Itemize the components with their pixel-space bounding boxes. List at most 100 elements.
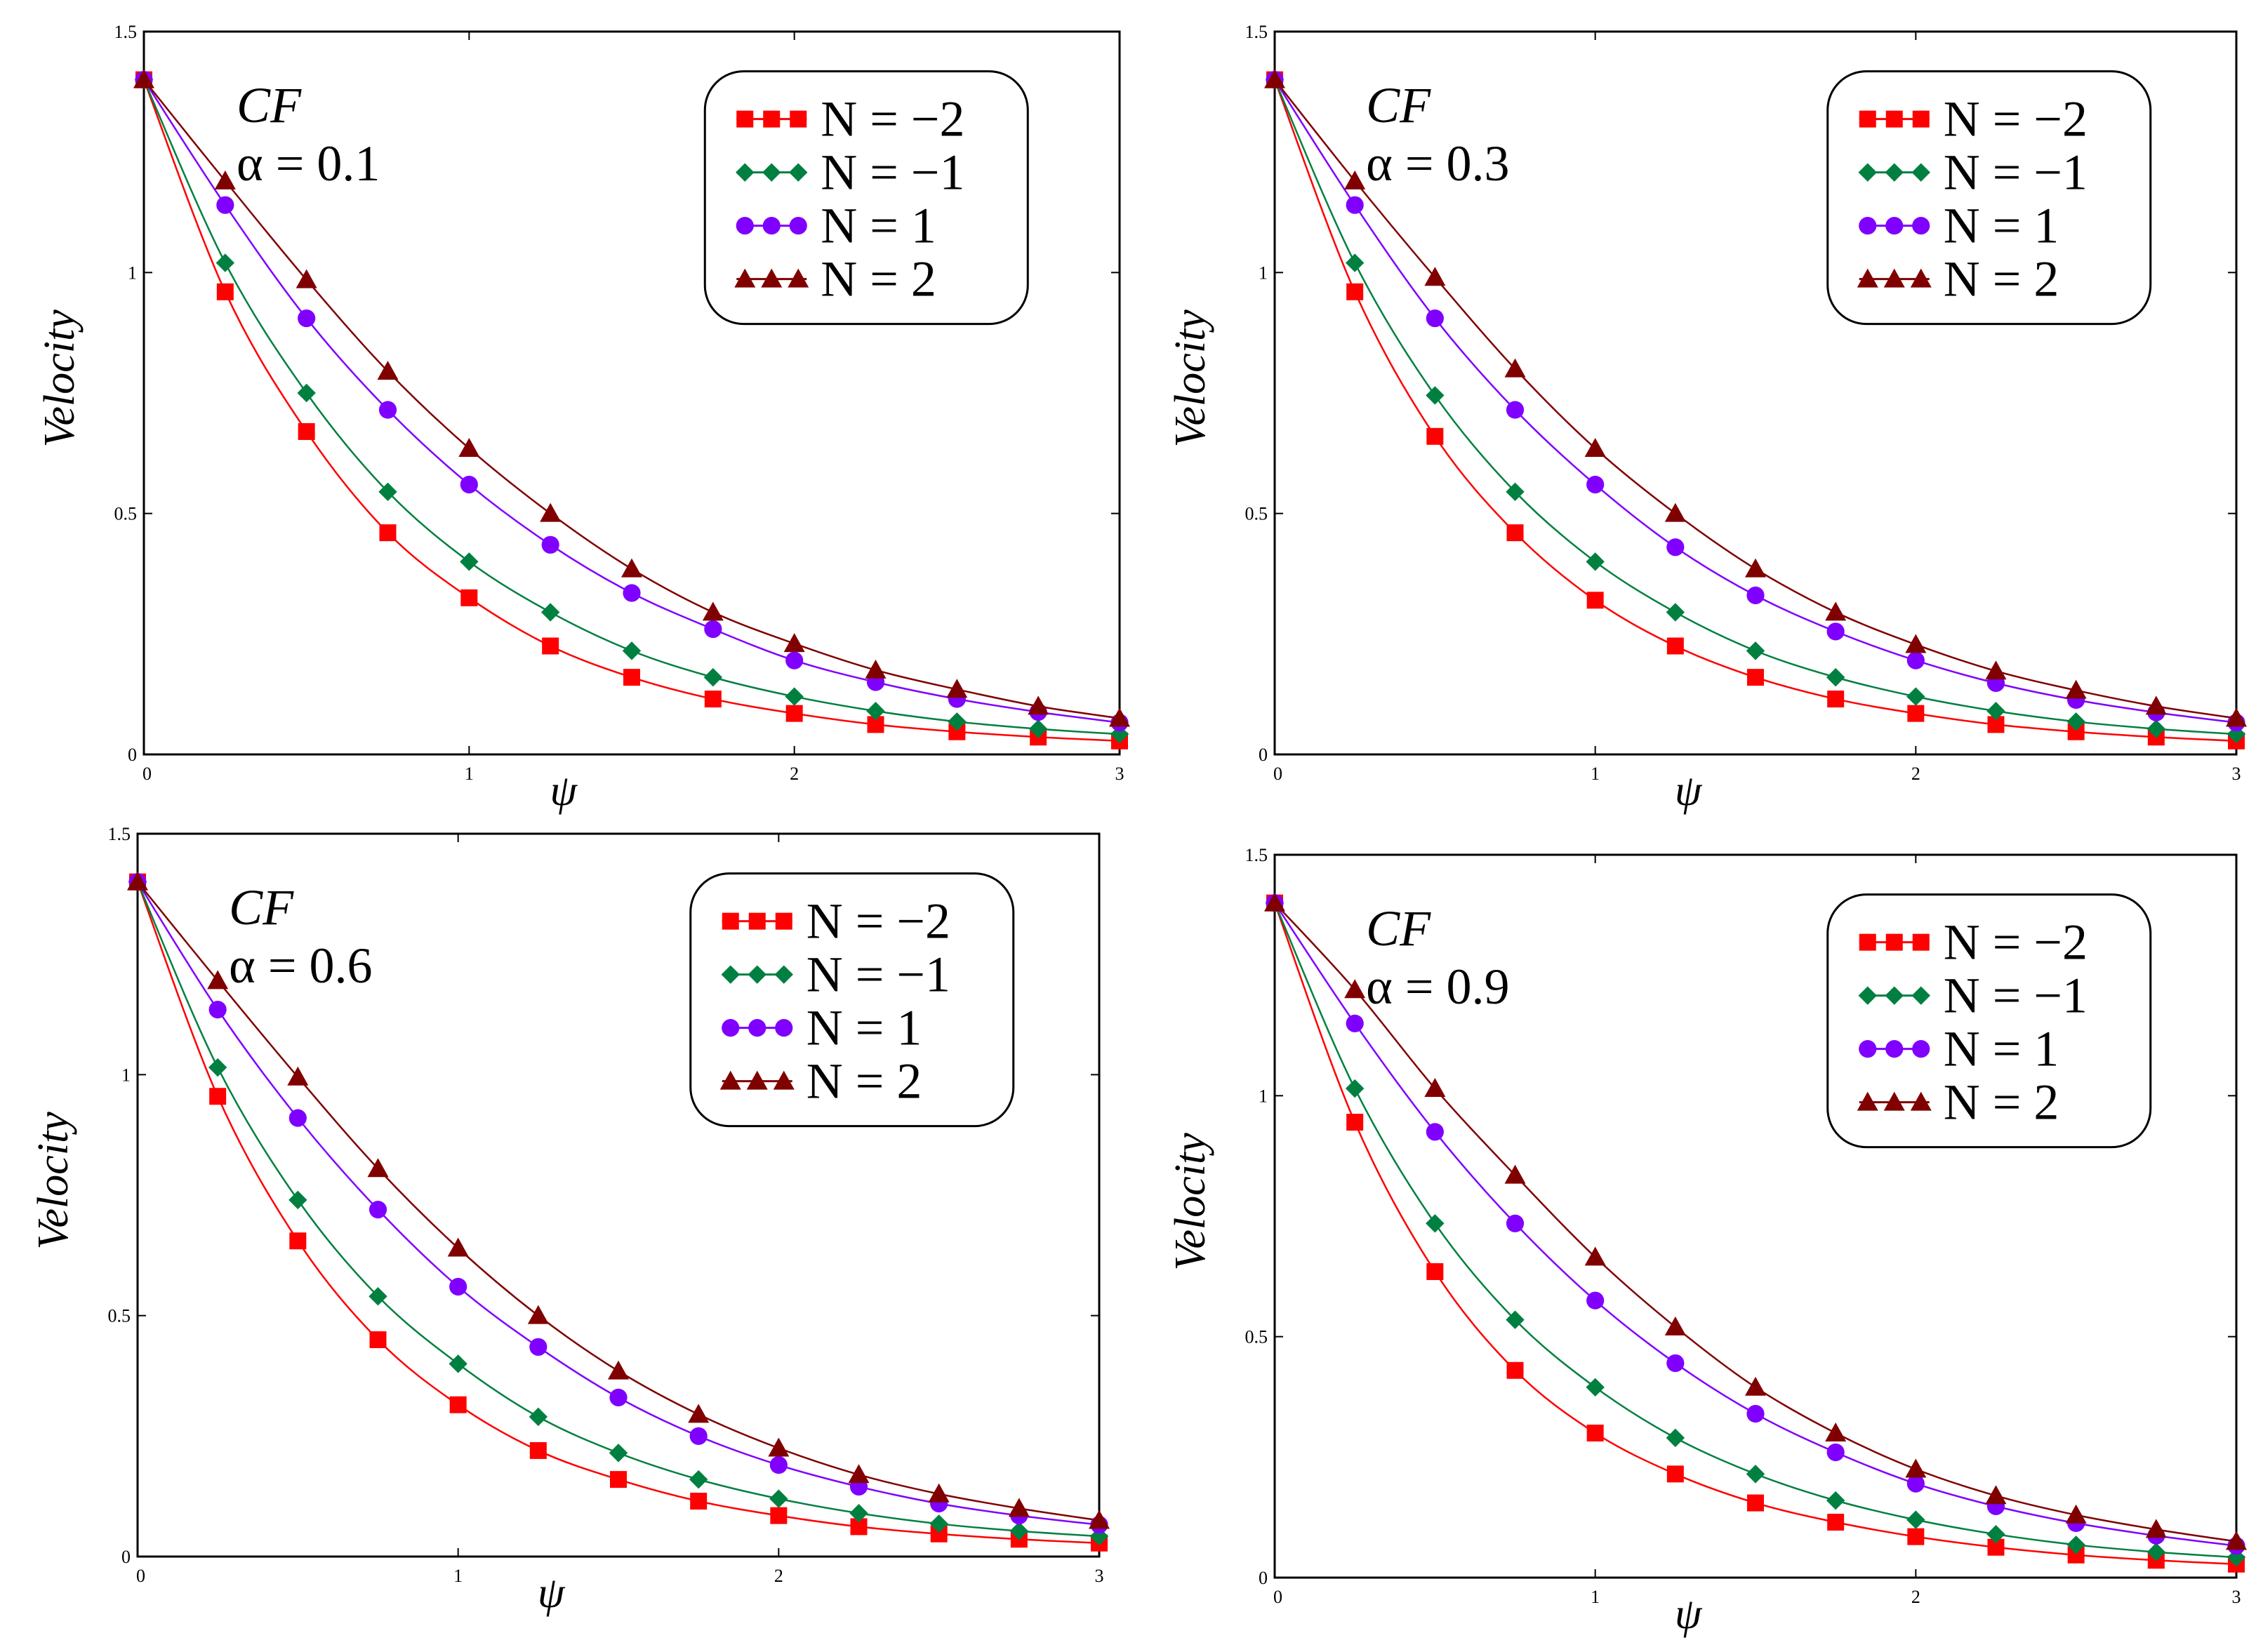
data-point	[1827, 1514, 1845, 1531]
data-point	[2146, 719, 2166, 738]
data-point	[1586, 1291, 1605, 1310]
legend-marker	[722, 912, 739, 930]
legend-marker	[1857, 1091, 1878, 1111]
legend-marker	[789, 217, 807, 235]
legend-marker	[773, 1070, 795, 1090]
y-tick-label: 0.5	[1245, 504, 1268, 524]
data-point	[1664, 1316, 1686, 1335]
data-point	[540, 502, 562, 522]
legend-marker	[719, 1070, 741, 1090]
data-point	[623, 584, 641, 602]
data-point	[703, 667, 723, 687]
legend: N = −2N = −1N = 1N = 2	[689, 872, 1015, 1128]
legend: N = −2N = −1N = 1N = 2	[1826, 70, 2152, 326]
data-point	[1424, 1078, 1446, 1098]
legend-marker	[1857, 268, 1878, 288]
data-point	[2226, 707, 2247, 727]
data-point	[297, 383, 316, 403]
series-2	[128, 872, 1109, 1546]
y-tick-label: 1.5	[1245, 845, 1268, 865]
x-axis-label: ψ	[550, 767, 578, 815]
legend-marker	[1885, 163, 1904, 182]
x-tick-label: 3	[1095, 1566, 1104, 1586]
data-point	[133, 69, 154, 88]
y-tick-label: 0	[128, 745, 137, 765]
legend-marker	[1911, 163, 1930, 182]
data-point	[1426, 386, 1445, 405]
series-3	[1266, 71, 2245, 732]
data-point	[1426, 1263, 1444, 1280]
legend-label: N = −2	[1944, 91, 2088, 147]
data-point	[769, 1489, 788, 1508]
x-tick-label: 1	[465, 764, 474, 784]
data-point	[377, 361, 399, 380]
series-line	[136, 881, 1100, 1545]
legend-label: N = −2	[807, 893, 950, 950]
legend-marker	[761, 268, 783, 288]
series-line	[1273, 79, 2237, 735]
x-tick-label: 0	[136, 1566, 145, 1586]
data-point	[1746, 586, 1765, 605]
data-point	[928, 1483, 950, 1503]
data-point	[609, 1444, 628, 1463]
legend-marker	[1883, 1091, 1905, 1111]
data-point	[1746, 1465, 1765, 1484]
data-point	[769, 1456, 788, 1474]
legend-label: N = 2	[821, 251, 936, 307]
legend-marker	[775, 912, 792, 930]
data-point	[1986, 1525, 2005, 1544]
legend-marker	[734, 268, 756, 288]
data-point	[540, 603, 560, 622]
legend-entry-3: N = 1	[1859, 198, 2059, 254]
annotation-model: CF	[1366, 900, 1431, 957]
legend-label: N = 2	[807, 1053, 922, 1110]
legend-label: N = 1	[807, 1000, 922, 1056]
legend-entry-2: N = −1	[1858, 968, 2088, 1024]
data-point	[460, 552, 479, 571]
y-tick-label: 1.5	[1245, 22, 1268, 42]
legend-entry-3: N = 1	[722, 1000, 922, 1056]
plot-frame	[142, 30, 1121, 756]
series-1	[1266, 71, 2245, 750]
data-point	[1586, 1378, 1605, 1397]
data-point	[449, 1277, 467, 1296]
series-4	[1264, 892, 2247, 1550]
y-axis-label: Velocity	[36, 309, 84, 448]
y-tick-label: 1	[1259, 1086, 1268, 1106]
legend-marker	[1910, 268, 1932, 288]
series-line	[136, 881, 1100, 1538]
data-point	[1426, 1214, 1445, 1233]
y-tick-label: 0.5	[108, 1306, 131, 1326]
data-point	[704, 620, 722, 639]
legend-marker	[1885, 1040, 1904, 1058]
data-point	[1089, 1510, 1110, 1529]
data-point	[849, 1504, 868, 1523]
data-point	[1907, 1528, 1925, 1545]
data-point	[848, 1464, 870, 1484]
x-axis-label: ψ	[538, 1569, 566, 1617]
legend-marker	[789, 163, 808, 182]
data-point	[207, 970, 229, 990]
legend-marker	[1883, 268, 1905, 288]
data-point	[1110, 724, 1129, 744]
legend-marker	[1858, 163, 1877, 182]
legend-marker	[1910, 1091, 1932, 1111]
legend-marker	[736, 163, 755, 182]
y-tick-label: 0	[1259, 745, 1268, 765]
series-line	[142, 79, 1120, 724]
data-point	[2065, 1504, 2087, 1524]
x-tick-label: 1	[1591, 1587, 1600, 1607]
data-point	[449, 1396, 467, 1413]
data-point	[216, 283, 234, 300]
series-line	[1273, 902, 2237, 1547]
data-point	[209, 1088, 227, 1105]
plot-frame	[136, 832, 1101, 1558]
data-point	[1906, 687, 1925, 706]
data-point	[1666, 538, 1685, 557]
legend-box	[689, 872, 1015, 1128]
data-point	[1426, 309, 1444, 328]
data-point	[296, 269, 317, 288]
x-axis-label: ψ	[1675, 1590, 1703, 1638]
data-point	[1028, 695, 1049, 715]
